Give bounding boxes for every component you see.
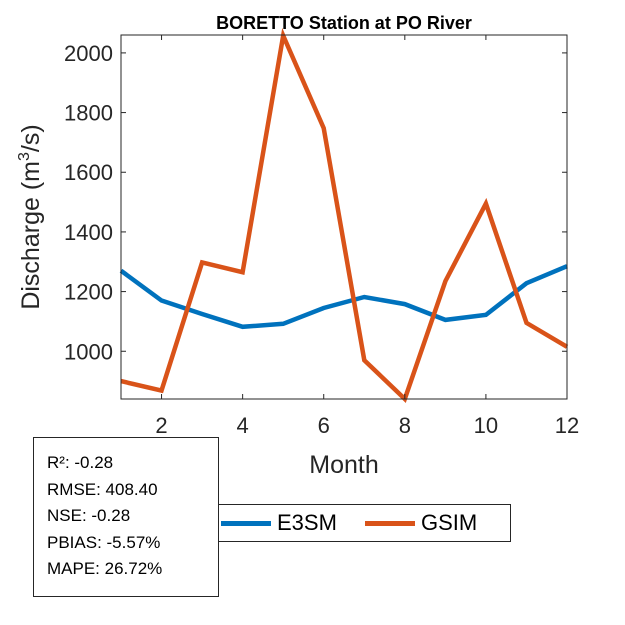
stat-rmse: RMSE: 408.40 bbox=[47, 479, 158, 499]
legend: E3SM GSIM bbox=[219, 504, 511, 542]
x-tick-label: 4 bbox=[237, 413, 249, 438]
x-tick-label: 2 bbox=[155, 413, 167, 438]
stat-nse: NSE: -0.28 bbox=[47, 506, 131, 525]
legend-swatch-e3sm bbox=[221, 520, 271, 526]
y-tick-label: 2000 bbox=[64, 41, 113, 66]
series-line-gsim bbox=[120, 27, 569, 404]
y-axis-title-tail: /s) bbox=[17, 124, 45, 152]
y-tick-label: 1000 bbox=[64, 339, 113, 364]
stat-pbias: PBIAS: -5.57% bbox=[47, 532, 161, 552]
legend-label-e3sm: E3SM bbox=[277, 510, 337, 535]
legend-label-gsim: GSIM bbox=[421, 510, 478, 535]
stat-r2: R²: -0.28 bbox=[47, 453, 114, 472]
y-tick-label: 1800 bbox=[64, 101, 113, 126]
stat-mape: MAPE: 26.72% bbox=[47, 559, 163, 578]
legend-item-gsim: GSIM bbox=[365, 505, 477, 541]
y-tick-label: 1200 bbox=[64, 280, 113, 305]
legend-swatch-gsim bbox=[365, 520, 415, 526]
stats-box: R²: -0.28 RMSE: 408.40 NSE: -0.28 PBIAS:… bbox=[33, 437, 219, 597]
y-axis-title-superscript: 3 bbox=[16, 152, 33, 161]
y-axis: 1000 1200 1400 1600 1800 2000 bbox=[64, 41, 567, 364]
x-tick-label: 12 bbox=[555, 413, 579, 438]
x-tick-label: 6 bbox=[318, 413, 330, 438]
y-tick-label: 1600 bbox=[64, 160, 113, 185]
legend-item-e3sm: E3SM bbox=[221, 505, 337, 541]
y-tick-label: 1400 bbox=[64, 220, 113, 245]
series-line-e3sm bbox=[119, 264, 568, 330]
x-axis-title: Month bbox=[309, 451, 378, 479]
series-layer bbox=[119, 27, 569, 404]
y-axis-title: Discharge (m3/s) bbox=[16, 124, 45, 309]
x-tick-label: 10 bbox=[474, 413, 498, 438]
plot-area bbox=[121, 35, 567, 399]
x-axis: 2 4 6 8 10 12 bbox=[155, 35, 579, 438]
x-tick-label: 8 bbox=[399, 413, 411, 438]
chart-title: BORETTO Station at PO River bbox=[216, 13, 472, 33]
y-axis-title-base: Discharge (m bbox=[17, 161, 45, 310]
plot-frame bbox=[120, 34, 568, 400]
